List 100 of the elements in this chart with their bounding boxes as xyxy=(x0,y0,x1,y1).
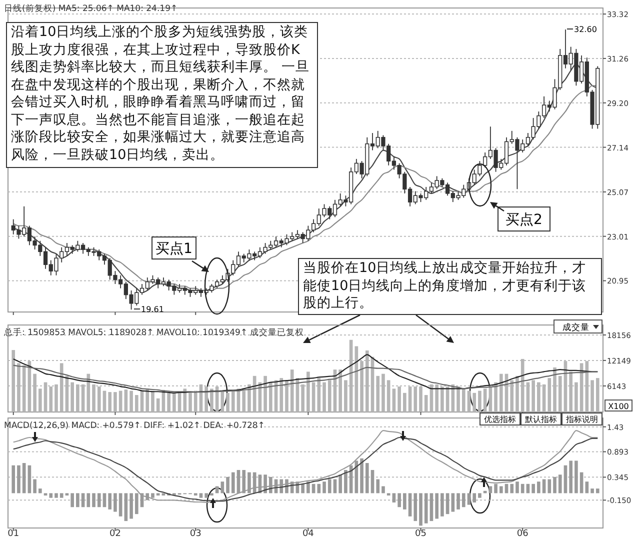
bar xyxy=(478,390,482,412)
annotation: 19.61 xyxy=(141,305,164,314)
bar xyxy=(585,482,589,494)
bar xyxy=(151,390,154,412)
bar xyxy=(199,493,203,498)
x-tick-label: 01 xyxy=(8,529,20,538)
bar xyxy=(328,479,332,494)
annotation: 当股价在10日均线上放出成交量开始拉升，才能使10日均线向上的角度增加，才更有利于该股的上行。 xyxy=(298,258,602,315)
bar xyxy=(226,392,230,412)
bar xyxy=(156,398,160,412)
bar xyxy=(194,390,198,412)
bar xyxy=(97,493,101,508)
bar xyxy=(440,493,444,516)
bar xyxy=(430,493,434,522)
bar xyxy=(38,488,42,494)
bar xyxy=(248,472,251,494)
annotation: 优选指标 xyxy=(484,415,516,424)
x-tick-label: 05 xyxy=(415,529,426,538)
bar xyxy=(12,465,16,494)
bar xyxy=(194,493,198,496)
bar xyxy=(81,493,85,508)
bar xyxy=(76,493,80,508)
bar xyxy=(483,388,487,412)
bar xyxy=(569,460,572,494)
annotation: 默认指标 xyxy=(524,415,557,424)
bar xyxy=(204,493,208,498)
bar xyxy=(188,392,192,412)
bar xyxy=(360,458,364,494)
bar xyxy=(17,465,20,494)
bar xyxy=(574,460,578,494)
bar xyxy=(365,463,369,494)
bar xyxy=(510,484,514,494)
annotation: 成交量 xyxy=(562,322,590,333)
bar xyxy=(130,390,133,412)
bar xyxy=(446,493,450,514)
bar xyxy=(226,476,230,494)
bar xyxy=(124,390,128,412)
bar xyxy=(451,493,455,512)
annotation: 沿着10日均线上涨的个股多为短线强势股，该类股上攻力度很强，在其上攻过程中，导致股价K线图走势斜率比较大，而且短线获利丰厚。 一旦在盘中发现这样的个股出现，果断介入，不然就会错过买入时机，眼睁睁看着黑马呼啸而过，留下一声叹息。当然也不能盲目追涨，一般追在起涨阶段比较安全，如果涨幅过大，就要注意追高风险，一旦跌破10日均线，卖出。 xyxy=(6,22,318,168)
bar xyxy=(553,476,556,494)
annotation: MACD(12,26,9) MACD: +0.579↑ DIFF: +1.02↑ DEA: +0.728↑ xyxy=(4,421,265,431)
bar xyxy=(215,486,219,494)
bar xyxy=(146,388,150,412)
bar xyxy=(398,493,401,508)
bar xyxy=(456,493,460,510)
bar xyxy=(499,486,503,494)
bar xyxy=(114,493,117,512)
bar xyxy=(488,486,492,494)
line-series xyxy=(12,364,598,393)
bar xyxy=(435,493,438,519)
bar xyxy=(118,493,122,516)
bar xyxy=(516,482,519,494)
bar xyxy=(338,474,342,494)
bar xyxy=(220,482,224,494)
bar xyxy=(403,392,406,412)
bar xyxy=(306,482,310,494)
annotation: 总手: 1509853 MAVOL5: 1189028↑ MAVOL10: 1019349↑ 成交量已复权 xyxy=(3,327,304,338)
bar xyxy=(38,388,42,412)
bar xyxy=(210,388,214,412)
bar xyxy=(382,486,385,494)
bar xyxy=(108,493,112,510)
bar xyxy=(478,493,482,498)
bar xyxy=(22,463,26,494)
bar xyxy=(151,493,154,498)
annotation: 32.60 xyxy=(574,25,597,34)
bar xyxy=(92,493,96,508)
bar xyxy=(167,392,170,412)
x-tick-label: 04 xyxy=(302,529,314,538)
bar xyxy=(242,390,246,412)
bar xyxy=(134,395,138,412)
bar xyxy=(242,470,246,494)
bar xyxy=(44,493,48,496)
bar xyxy=(590,488,594,494)
bar xyxy=(183,388,187,412)
bar xyxy=(376,479,380,494)
bar xyxy=(494,484,498,494)
bar xyxy=(403,493,406,510)
bar xyxy=(462,493,466,508)
bar xyxy=(472,392,476,412)
bar xyxy=(178,392,182,412)
bar xyxy=(414,493,418,522)
bar xyxy=(301,484,304,494)
bar xyxy=(231,390,235,412)
bar xyxy=(424,395,428,412)
bar xyxy=(60,493,64,498)
bar xyxy=(102,493,106,508)
bar xyxy=(548,479,552,494)
bar xyxy=(156,493,160,496)
x-tick-label: 03 xyxy=(190,529,202,538)
bar xyxy=(520,484,524,494)
bar xyxy=(537,482,540,494)
bar xyxy=(392,493,396,502)
bar xyxy=(419,493,422,526)
annotation: 日线(前复权) MA5: 25.06↑ MA10: 24.19↑ xyxy=(4,3,178,14)
bar xyxy=(108,392,112,412)
bar xyxy=(344,470,348,494)
bar xyxy=(162,493,166,496)
bar xyxy=(231,472,235,494)
bar xyxy=(596,488,600,494)
annotation: 指标说明 xyxy=(565,415,598,424)
